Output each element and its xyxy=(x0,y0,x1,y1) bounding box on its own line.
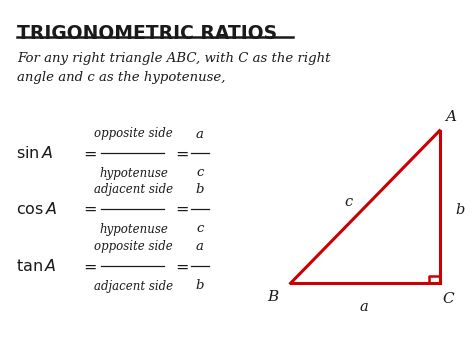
Text: c: c xyxy=(196,166,203,179)
Text: hypotenuse: hypotenuse xyxy=(99,167,168,180)
Text: C: C xyxy=(443,292,455,306)
Text: b: b xyxy=(195,183,204,196)
Text: c: c xyxy=(196,222,203,235)
Text: opposite side: opposite side xyxy=(94,240,173,253)
Text: angle and c as the hypotenuse,: angle and c as the hypotenuse, xyxy=(17,71,226,84)
Text: a: a xyxy=(359,300,368,313)
Text: a: a xyxy=(196,240,204,253)
Text: $=$: $=$ xyxy=(172,201,189,216)
Text: TRIGONOMETRIC RATIOS: TRIGONOMETRIC RATIOS xyxy=(17,24,277,43)
Text: b: b xyxy=(195,279,204,292)
Text: adjacent side: adjacent side xyxy=(94,182,173,196)
Text: $=$: $=$ xyxy=(80,201,97,216)
Text: B: B xyxy=(268,290,279,304)
Text: b: b xyxy=(455,203,465,217)
Text: $\sin A$: $\sin A$ xyxy=(16,145,53,161)
Text: A: A xyxy=(446,110,456,124)
Text: $=$: $=$ xyxy=(80,258,97,273)
Text: $=$: $=$ xyxy=(80,146,97,161)
Text: For any right triangle ABC, with C as the right: For any right triangle ABC, with C as th… xyxy=(17,52,331,65)
Text: a: a xyxy=(196,128,204,141)
Text: $\cos A$: $\cos A$ xyxy=(16,201,57,217)
Text: hypotenuse: hypotenuse xyxy=(99,223,168,236)
Text: adjacent side: adjacent side xyxy=(94,280,173,293)
Text: opposite side: opposite side xyxy=(94,127,173,140)
Text: c: c xyxy=(344,195,353,209)
Text: $=$: $=$ xyxy=(172,146,189,161)
Text: $\tan A$: $\tan A$ xyxy=(16,258,56,274)
Text: $=$: $=$ xyxy=(172,258,189,273)
